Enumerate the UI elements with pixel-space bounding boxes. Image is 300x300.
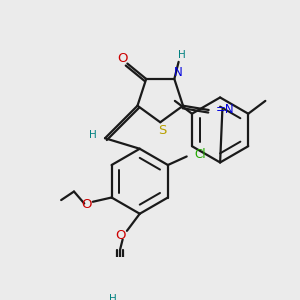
Text: H: H (109, 294, 116, 300)
Text: H: H (178, 50, 186, 60)
Text: H: H (89, 130, 97, 140)
Text: O: O (115, 229, 125, 242)
Text: S: S (158, 124, 166, 137)
Text: =N: =N (215, 103, 234, 116)
Text: O: O (82, 198, 92, 211)
Text: Cl: Cl (195, 148, 206, 161)
Text: O: O (117, 52, 128, 65)
Text: N: N (173, 67, 182, 80)
